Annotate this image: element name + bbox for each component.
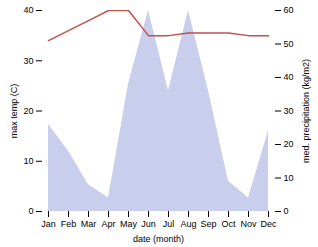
svg-text:Jun: Jun bbox=[141, 219, 156, 229]
svg-text:0: 0 bbox=[284, 206, 289, 216]
svg-text:40: 40 bbox=[23, 5, 33, 15]
svg-text:May: May bbox=[120, 219, 138, 229]
svg-text:40: 40 bbox=[284, 72, 294, 82]
svg-text:Oct: Oct bbox=[221, 219, 236, 229]
svg-text:Jul: Jul bbox=[163, 219, 175, 229]
svg-text:Feb: Feb bbox=[61, 219, 77, 229]
svg-text:30: 30 bbox=[284, 106, 294, 116]
svg-text:10: 10 bbox=[23, 156, 33, 166]
svg-text:date (month): date (month) bbox=[133, 234, 184, 244]
svg-text:Nov: Nov bbox=[240, 219, 257, 229]
svg-text:50: 50 bbox=[284, 39, 294, 49]
svg-text:Dec: Dec bbox=[260, 219, 277, 229]
svg-text:Aug: Aug bbox=[180, 219, 196, 229]
svg-text:30: 30 bbox=[23, 56, 33, 66]
svg-text:Jan: Jan bbox=[41, 219, 56, 229]
svg-text:Apr: Apr bbox=[101, 219, 115, 229]
svg-text:max temp (C): max temp (C) bbox=[9, 84, 19, 139]
svg-text:0: 0 bbox=[28, 206, 33, 216]
svg-text:Mar: Mar bbox=[81, 219, 97, 229]
svg-text:20: 20 bbox=[23, 106, 33, 116]
svg-text:med. precipitation (kg/m2): med. precipitation (kg/m2) bbox=[301, 59, 311, 163]
svg-text:60: 60 bbox=[284, 5, 294, 15]
svg-text:Sep: Sep bbox=[200, 219, 216, 229]
svg-text:20: 20 bbox=[284, 139, 294, 149]
svg-text:10: 10 bbox=[284, 173, 294, 183]
